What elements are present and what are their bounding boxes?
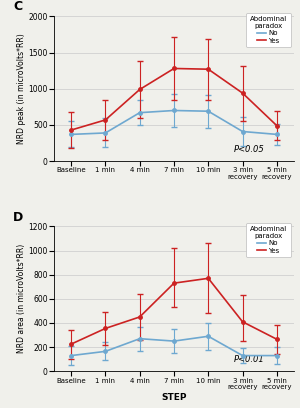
Y-axis label: NRD area (in microVolts*RR): NRD area (in microVolts*RR) — [16, 244, 26, 353]
Text: P<0.01: P<0.01 — [234, 355, 265, 364]
X-axis label: STEP: STEP — [161, 393, 187, 402]
Y-axis label: NRD peak (in microVolts*RR): NRD peak (in microVolts*RR) — [16, 33, 26, 144]
Legend: No, Yes: No, Yes — [246, 223, 290, 257]
Text: D: D — [13, 211, 23, 224]
Legend: No, Yes: No, Yes — [246, 13, 290, 47]
Text: P<0.05: P<0.05 — [234, 145, 265, 154]
Text: C: C — [13, 0, 22, 13]
